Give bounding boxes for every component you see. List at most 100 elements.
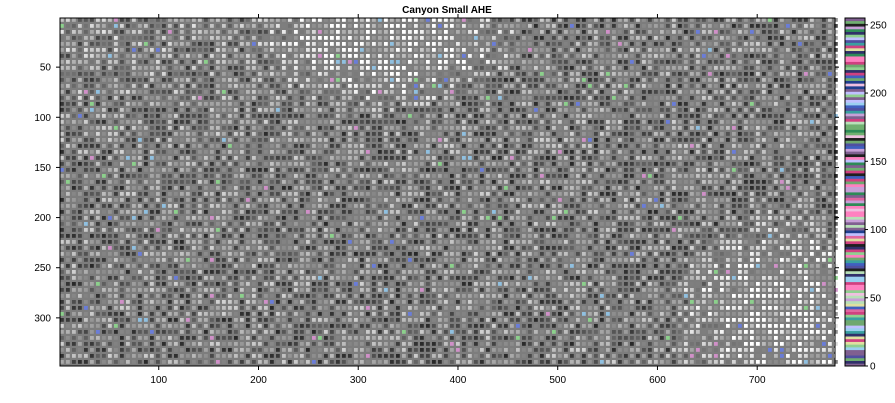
heatmap-cell (528, 66, 532, 70)
heatmap-cell (60, 48, 64, 52)
heatmap-cell (432, 54, 436, 58)
heatmap-cell (282, 30, 286, 34)
heatmap-cell (282, 174, 286, 178)
heatmap-cell (432, 216, 436, 220)
heatmap-cell (498, 36, 502, 40)
heatmap-cell (348, 246, 352, 250)
heatmap-cell (144, 168, 148, 172)
heatmap-cell (798, 192, 802, 196)
heatmap-cell (606, 132, 610, 136)
heatmap-cell (690, 198, 694, 202)
heatmap-cell (774, 156, 778, 160)
heatmap-cell (360, 102, 364, 106)
heatmap-cell (594, 186, 598, 190)
heatmap-cell (300, 210, 304, 214)
heatmap-cell (378, 228, 382, 232)
heatmap-cell (648, 102, 652, 106)
heatmap-cell (456, 72, 460, 76)
heatmap-cell (78, 24, 82, 28)
heatmap-cell (762, 222, 766, 226)
heatmap-cell (228, 186, 232, 190)
heatmap-cell (60, 54, 64, 58)
heatmap-cell (288, 150, 292, 154)
heatmap-cell (456, 192, 460, 196)
heatmap-cell (216, 168, 220, 172)
heatmap-cell (606, 192, 610, 196)
heatmap-cell (258, 108, 262, 112)
heatmap-cell (342, 102, 346, 106)
heatmap-cell (582, 186, 586, 190)
heatmap-cell (444, 144, 448, 148)
heatmap-cell (330, 102, 334, 106)
heatmap-cell (120, 24, 124, 28)
heatmap-cell (516, 60, 520, 64)
heatmap-cell (108, 144, 112, 148)
heatmap-cell (162, 186, 166, 190)
heatmap-cell (138, 144, 142, 148)
heatmap-cell (498, 54, 502, 58)
heatmap-cell (834, 48, 838, 52)
heatmap-cell (768, 162, 772, 166)
heatmap-cell (96, 144, 100, 148)
heatmap-cell (672, 144, 676, 148)
heatmap-cell (246, 198, 250, 202)
heatmap-cell (426, 30, 430, 34)
heatmap-cell (468, 84, 472, 88)
heatmap-cell (378, 42, 382, 46)
heatmap-cell (438, 102, 442, 106)
heatmap-cell (432, 168, 436, 172)
heatmap-cell (432, 198, 436, 202)
heatmap-cell (378, 174, 382, 178)
heatmap-cell (198, 126, 202, 130)
heatmap-cell (714, 168, 718, 172)
heatmap-cell (768, 186, 772, 190)
heatmap-cell (456, 228, 460, 232)
heatmap-cell (432, 30, 436, 34)
heatmap-cell (696, 216, 700, 220)
heatmap-cell (420, 138, 424, 142)
heatmap-cell (630, 36, 634, 40)
heatmap-cell (174, 90, 178, 94)
heatmap-cell (552, 90, 556, 94)
heatmap-cell (798, 216, 802, 220)
heatmap-cell (276, 120, 280, 124)
heatmap-cell (270, 30, 274, 34)
heatmap-cell (258, 42, 262, 46)
heatmap-cell (150, 210, 154, 214)
heatmap-cell (408, 96, 412, 100)
heatmap-cell (138, 204, 142, 208)
heatmap-cell (342, 48, 346, 52)
heatmap-cell (492, 24, 496, 28)
heatmap-cell (168, 132, 172, 136)
heatmap-cell (714, 102, 718, 106)
heatmap-cell (456, 210, 460, 214)
heatmap-cell (660, 102, 664, 106)
heatmap-cell (144, 96, 148, 100)
heatmap-cell (114, 132, 118, 136)
heatmap-cell (558, 156, 562, 160)
heatmap-cell (222, 144, 226, 148)
heatmap-cell (108, 60, 112, 64)
heatmap-cell (708, 84, 712, 88)
heatmap-cell (696, 198, 700, 202)
heatmap-cell (738, 18, 742, 22)
heatmap-cell (810, 90, 814, 94)
heatmap-cell (708, 150, 712, 154)
heatmap-cell (456, 186, 460, 190)
heatmap-cell (816, 120, 820, 124)
heatmap-cell (258, 216, 262, 220)
heatmap-cell (246, 72, 250, 76)
heatmap-cell (606, 174, 610, 178)
heatmap-cell (228, 168, 232, 172)
heatmap-cell (624, 108, 628, 112)
heatmap-cell (762, 156, 766, 160)
heatmap-cell (402, 54, 406, 58)
heatmap-cell (354, 72, 358, 76)
heatmap-cell (786, 180, 790, 184)
heatmap-cell (336, 90, 340, 94)
heatmap-cell (612, 210, 616, 214)
heatmap-cell (168, 162, 172, 166)
heatmap-cell (294, 216, 298, 220)
heatmap-cell (90, 228, 94, 232)
heatmap-cell (90, 30, 94, 34)
